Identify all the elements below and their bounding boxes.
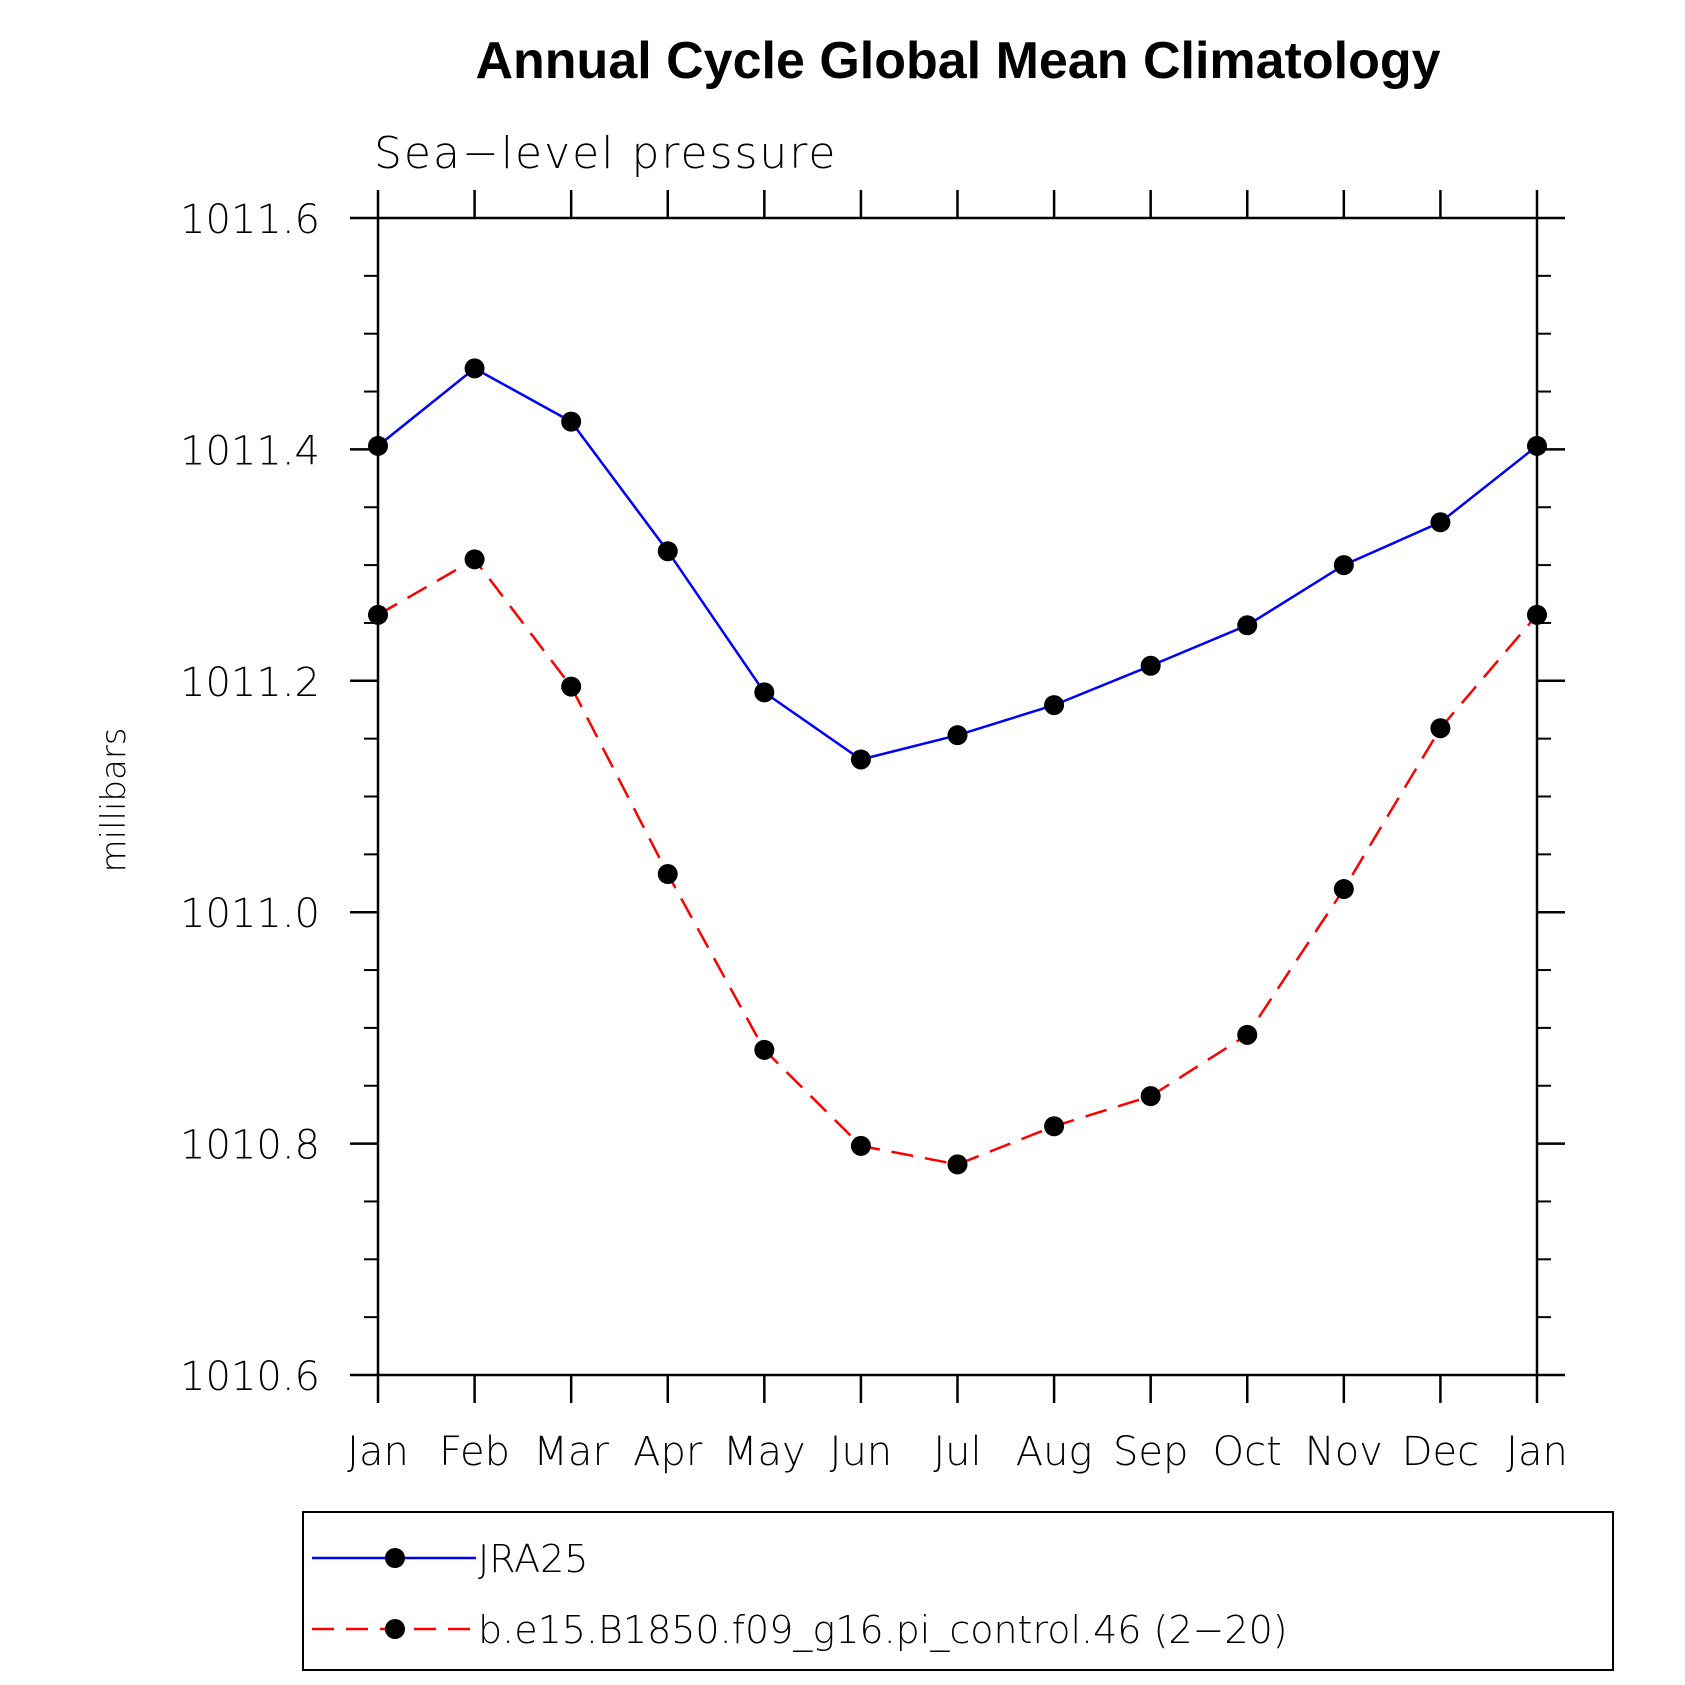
y-tick-label: 1011.2 — [180, 660, 320, 706]
series-0-point — [561, 411, 582, 432]
series-line-1 — [377, 557, 1538, 1166]
x-tick-label: May — [723, 1429, 806, 1475]
series-0-point — [1237, 615, 1258, 636]
series-1-point — [464, 549, 485, 570]
series-1-point — [1333, 879, 1354, 900]
series-1-point — [1237, 1024, 1258, 1045]
legend-label-1: b.e15.B1850.f09_g16.pi_control.46 (2−20) — [478, 1608, 1288, 1653]
x-tick-label: Jul — [933, 1429, 981, 1475]
series-1-point — [657, 864, 678, 885]
plot-frame — [376, 216, 1539, 1377]
x-tick-label: Dec — [1402, 1429, 1479, 1475]
series-0-point — [850, 749, 871, 770]
y-tick-label: 1010.8 — [180, 1123, 320, 1169]
legend-box — [302, 1511, 1614, 1671]
x-tick-label: Oct — [1213, 1429, 1282, 1475]
series-0-point — [1140, 655, 1161, 676]
series-1-point — [947, 1154, 968, 1175]
plot-layer: Jan Feb Mar Apr May Jun Jul Aug Sep Oct Nov Dec Jan 1… — [180, 190, 1568, 1475]
y-axis-label: millibars — [94, 727, 134, 872]
y-tick-label: 1011.6 — [180, 197, 320, 243]
chart-title: Annual Cycle Global Mean Climatology — [475, 32, 1440, 90]
x-tick-label: Nov — [1305, 1429, 1383, 1475]
series-1-point — [850, 1135, 871, 1156]
series-1-point — [754, 1039, 775, 1060]
x-tick-label: Aug — [1016, 1429, 1093, 1475]
series-line-0 — [377, 366, 1538, 761]
series-1-point — [561, 676, 582, 697]
series-1-point — [1527, 604, 1547, 625]
x-tick-label: Jun — [830, 1429, 893, 1475]
y-tick-label: 1011.4 — [180, 428, 320, 474]
series-0-point — [947, 725, 968, 746]
x-tick-label: Feb — [439, 1429, 510, 1475]
y-tick-label: 1011.0 — [180, 891, 320, 937]
y-tick-label: 1010.6 — [180, 1354, 320, 1400]
legend: JRA25 b.e15.B1850.f09_g16.pi_control.46 (… — [302, 1511, 1614, 1671]
series-0-point — [464, 358, 485, 379]
legend-label-0: JRA25 — [478, 1537, 588, 1581]
legend-marker-0 — [385, 1548, 405, 1568]
x-tick-label: Jan — [347, 1429, 409, 1475]
series-1-point — [1430, 718, 1451, 739]
series-1-point — [368, 604, 388, 625]
x-tick-label: Jan — [1506, 1429, 1568, 1475]
legend-marker-1 — [385, 1619, 405, 1639]
series-0-point — [657, 541, 678, 562]
chart-subtitle: Sea−level pressure — [374, 128, 838, 179]
series-0-point — [1044, 695, 1065, 716]
series-0-point — [1527, 435, 1547, 456]
series-0-point — [1333, 555, 1354, 576]
series-1-point — [1044, 1116, 1065, 1137]
x-tick-label: Apr — [633, 1429, 703, 1475]
series-0-point — [368, 435, 388, 456]
x-tick-label: Sep — [1113, 1429, 1188, 1475]
series-0-point — [754, 682, 775, 703]
series-0-point — [1430, 512, 1451, 533]
series-1-point — [1140, 1086, 1161, 1107]
x-tick-label: Mar — [533, 1429, 609, 1475]
